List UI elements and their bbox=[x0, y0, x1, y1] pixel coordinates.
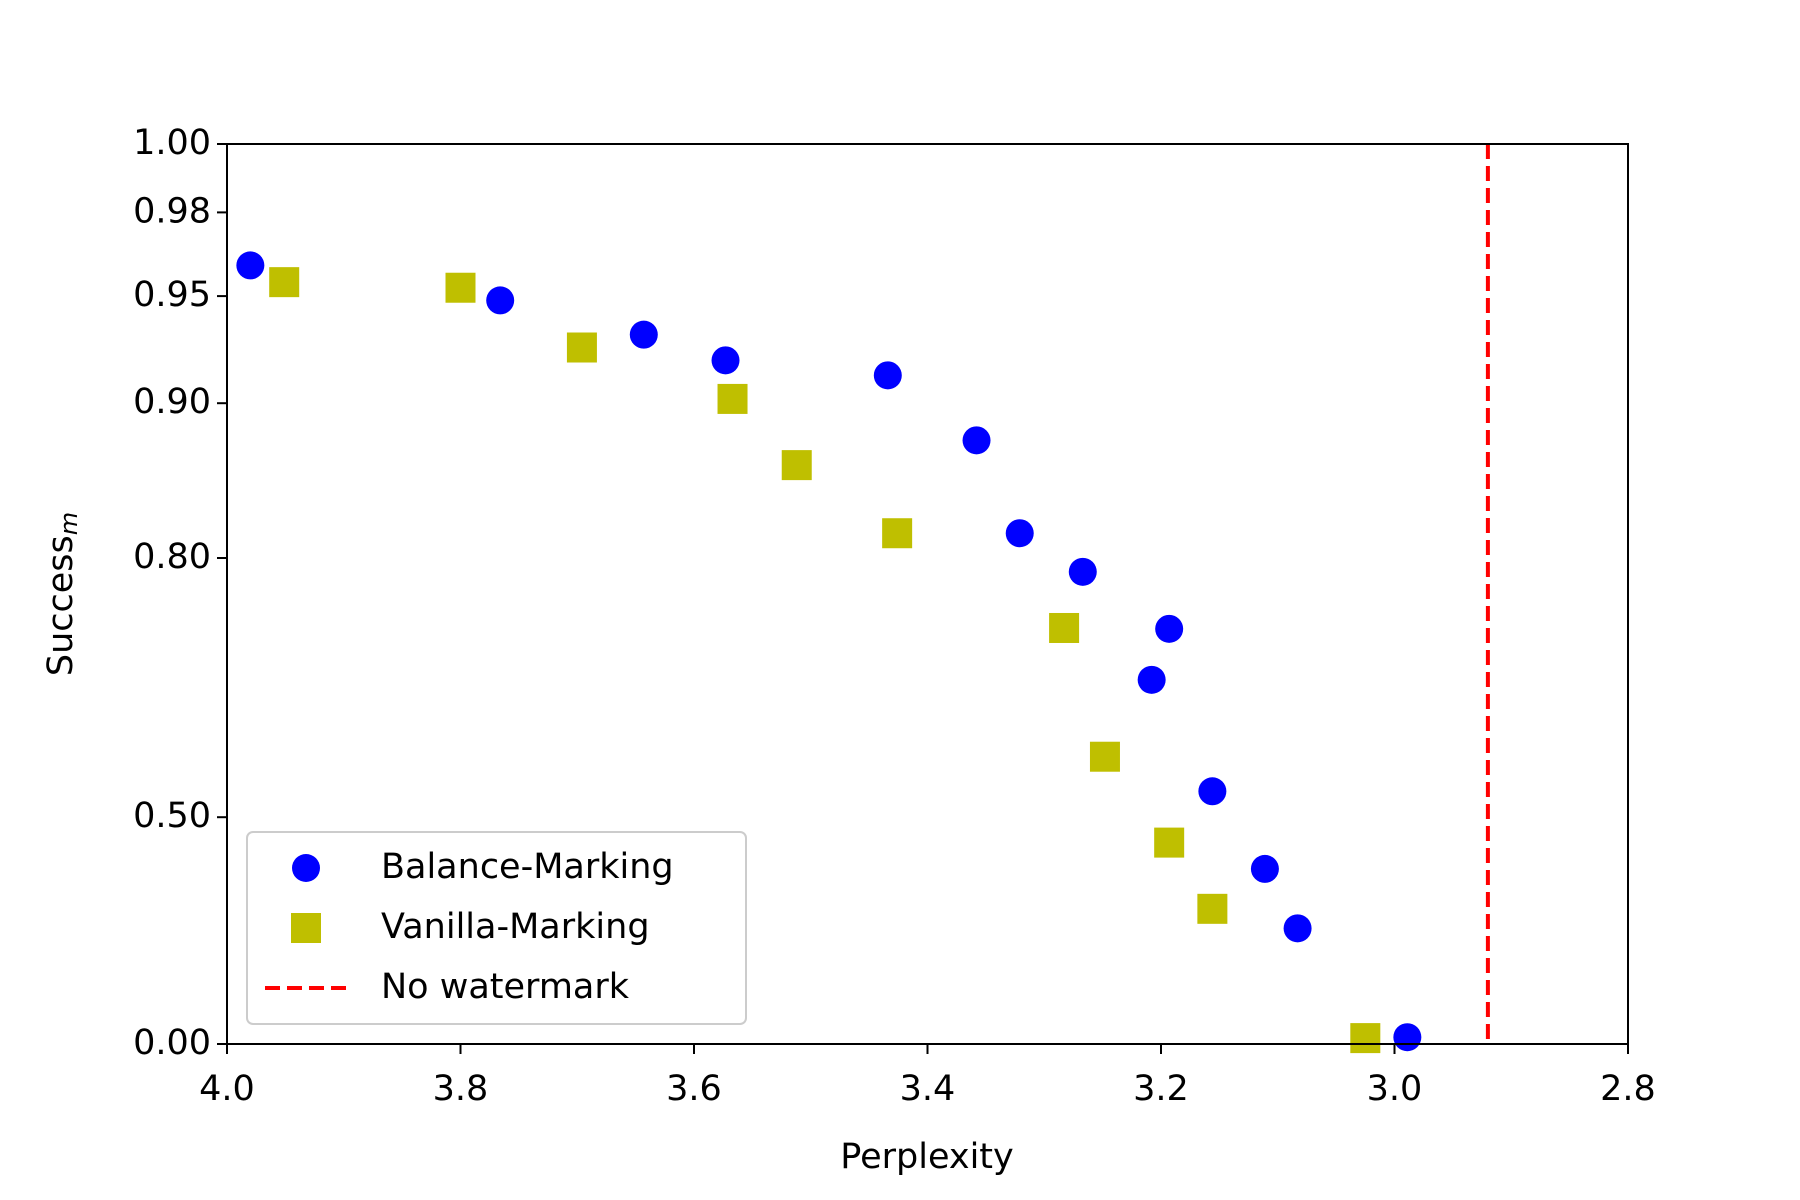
square-marker bbox=[445, 272, 476, 303]
square-marker bbox=[717, 383, 748, 414]
y-axis-label-subscript: m bbox=[55, 512, 83, 535]
legend-label: Balance-Marking bbox=[381, 847, 674, 887]
y-axis-label-main: Success bbox=[41, 535, 81, 676]
circle-marker bbox=[962, 426, 991, 455]
square-marker bbox=[1197, 893, 1228, 924]
legend-marker bbox=[291, 913, 321, 943]
circle-marker bbox=[629, 320, 658, 349]
legend-box bbox=[246, 831, 747, 1025]
y-tick-label: 0.00 bbox=[133, 1023, 211, 1063]
circle-marker bbox=[1068, 557, 1097, 586]
y-axis-label: Successm bbox=[41, 512, 83, 676]
x-tick-label: 3.2 bbox=[1133, 1069, 1189, 1109]
x-tick-label: 3.0 bbox=[1367, 1069, 1423, 1109]
square-marker bbox=[882, 518, 913, 549]
circle-marker bbox=[1393, 1023, 1422, 1052]
circle-marker bbox=[486, 286, 515, 315]
y-tick-label: 0.50 bbox=[133, 796, 211, 836]
x-tick-label: 2.8 bbox=[1600, 1069, 1656, 1109]
x-tick-label: 3.6 bbox=[666, 1069, 722, 1109]
x-tick-label: 3.4 bbox=[900, 1069, 956, 1109]
circle-marker bbox=[711, 346, 740, 375]
y-tick-label: 1.00 bbox=[133, 123, 211, 163]
y-tick-label: 0.80 bbox=[133, 537, 211, 577]
y-tick-label: 0.95 bbox=[133, 275, 211, 315]
circle-marker bbox=[873, 361, 902, 390]
circle-marker bbox=[1250, 854, 1279, 883]
legend-marker bbox=[292, 854, 320, 882]
square-marker bbox=[781, 450, 812, 481]
y-tick-label: 0.90 bbox=[133, 382, 211, 422]
x-tick-label: 3.8 bbox=[433, 1069, 489, 1109]
legend: Balance-Marking Vanilla-Marking No waterma… bbox=[246, 831, 747, 1025]
circle-marker bbox=[1198, 777, 1227, 806]
square-marker bbox=[269, 267, 300, 298]
square-marker bbox=[1049, 612, 1080, 643]
circle-marker bbox=[1137, 665, 1166, 694]
square-marker bbox=[1154, 827, 1185, 858]
square-marker bbox=[1350, 1023, 1381, 1054]
circle-marker bbox=[236, 251, 265, 280]
y-tick-label: 0.98 bbox=[133, 191, 211, 231]
circle-marker bbox=[1155, 614, 1184, 643]
legend-label: No watermark bbox=[381, 967, 630, 1007]
x-tick-label: 4.0 bbox=[199, 1069, 255, 1109]
legend-label: Vanilla-Marking bbox=[381, 907, 650, 947]
square-marker bbox=[566, 332, 597, 363]
circle-marker bbox=[1005, 519, 1034, 548]
circle-marker bbox=[1283, 914, 1312, 943]
plot-frame bbox=[226, 143, 1629, 1045]
square-marker bbox=[1089, 741, 1120, 772]
x-axis-label: Perplexity bbox=[840, 1137, 1014, 1177]
